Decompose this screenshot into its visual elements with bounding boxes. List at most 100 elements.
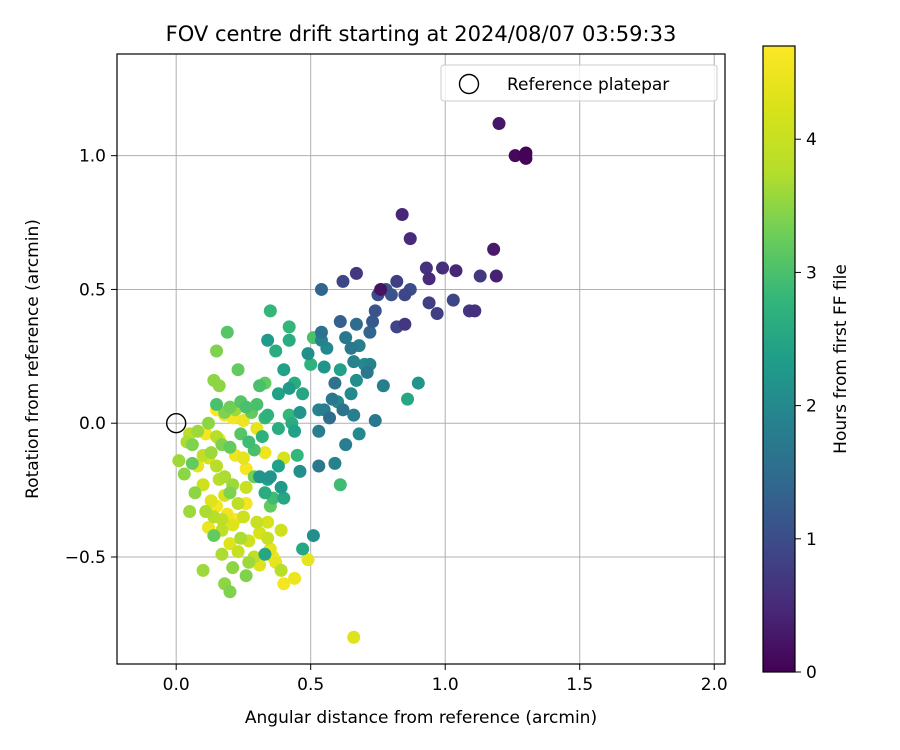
scatter-point: [261, 531, 275, 545]
scatter-point: [519, 146, 533, 160]
scatter-point: [223, 585, 237, 599]
scatter-point: [339, 438, 353, 452]
scatter-point: [271, 459, 285, 473]
scatter-point: [293, 464, 307, 478]
scatter-point: [333, 363, 347, 377]
scatter-point: [191, 424, 205, 438]
scatter-point: [234, 531, 248, 545]
scatter-point: [207, 529, 221, 543]
x-axis-ticks: 0.0 0.5 1.0 1.5 2.0: [163, 664, 728, 695]
scatter-point: [314, 325, 328, 339]
reference-marker: [165, 413, 187, 434]
scatter-point: [239, 462, 253, 476]
scatter-point: [277, 577, 291, 591]
scatter-point: [253, 379, 267, 393]
x-tick-label: 1.0: [432, 675, 459, 695]
scatter-point: [274, 563, 288, 577]
scatter-point: [312, 459, 326, 473]
scatter-point: [258, 446, 272, 460]
scatter-point: [274, 523, 288, 537]
scatter-point: [185, 456, 199, 470]
scatter-point: [333, 315, 347, 329]
scatter-point: [347, 355, 361, 369]
scatter-point: [253, 470, 267, 484]
colorbar-tick-label: 1: [806, 530, 817, 550]
scatter-point: [201, 416, 215, 430]
plot-frame: [116, 53, 726, 665]
scatter-point: [274, 480, 288, 494]
scatter-point: [242, 555, 256, 569]
scatter-point: [185, 438, 199, 452]
scatter-point: [487, 242, 501, 256]
y-tick-label: −0.5: [65, 548, 106, 568]
scatter-point: [188, 486, 202, 500]
colorbar-tick-label: 4: [806, 130, 817, 150]
scatter-point: [212, 379, 226, 393]
scatter-point: [258, 547, 272, 561]
scatter-point: [199, 505, 213, 518]
scatter-point: [236, 510, 250, 524]
scatter-point: [177, 467, 191, 481]
legend-marker-open-circle: [458, 73, 480, 95]
scatter-point: [449, 264, 463, 278]
chart-title: FOV centre drift starting at 2024/08/07 …: [166, 22, 677, 46]
scatter-point: [172, 454, 186, 468]
scatter-point: [288, 424, 302, 438]
scatter-point: [296, 542, 310, 556]
scatter-point: [204, 446, 218, 460]
scatter-point: [336, 274, 350, 288]
scatter-point: [446, 293, 460, 307]
scatter-point: [492, 117, 506, 131]
scatter-point: [231, 363, 245, 377]
scatter-point: [368, 304, 382, 318]
scatter-point: [328, 456, 342, 470]
y-tick-label: 0.5: [79, 280, 106, 300]
scatter-point: [296, 387, 310, 401]
y-tick-label: 1.0: [79, 147, 106, 167]
scatter-point: [403, 232, 417, 246]
scatter-point: [430, 307, 444, 321]
scatter-point: [196, 478, 210, 492]
scatter-point: [250, 397, 264, 411]
colorbar-gradient: [762, 45, 796, 673]
scatter-point: [317, 360, 331, 374]
colorbar-tick-label: 2: [806, 397, 817, 417]
scatter-point: [336, 403, 350, 417]
scatter-point: [363, 325, 377, 339]
scatter-point: [271, 422, 285, 436]
scatter-point: [236, 451, 250, 465]
scatter-point: [360, 365, 374, 379]
scatter-point: [508, 149, 522, 163]
scatter-point: [231, 496, 245, 510]
scatter-point: [239, 400, 253, 414]
scatter-point: [261, 408, 275, 422]
scatter-point: [239, 480, 253, 494]
scatter-point: [374, 282, 388, 296]
scatter-point: [352, 427, 366, 441]
scatter-point: [271, 387, 285, 401]
y-axis-label: Rotation from reference (arcmin): [23, 219, 43, 499]
scatter-point: [269, 344, 283, 358]
scatter-point: [347, 408, 361, 422]
scatter-point: [261, 333, 275, 347]
scatter-point: [398, 317, 412, 331]
scatter-point: [314, 282, 328, 296]
scatter-point: [398, 288, 412, 302]
scatter-point: [293, 406, 307, 420]
scatter-point: [468, 304, 482, 318]
scatter-point: [220, 325, 234, 339]
x-tick-label: 0.5: [297, 675, 324, 695]
scatter-point: [223, 537, 237, 551]
scatter-point: [366, 315, 380, 329]
x-tick-label: 0.0: [163, 675, 190, 695]
scatter-point: [282, 333, 296, 347]
scatter-point: [218, 470, 232, 484]
scatter-point: [215, 547, 229, 561]
scatter-point: [344, 341, 358, 355]
scatter-point: [301, 553, 315, 567]
scatter-point: [263, 304, 277, 318]
scatter-point: [422, 272, 436, 286]
scatter-point: [204, 494, 218, 508]
scatter-point: [473, 269, 487, 283]
